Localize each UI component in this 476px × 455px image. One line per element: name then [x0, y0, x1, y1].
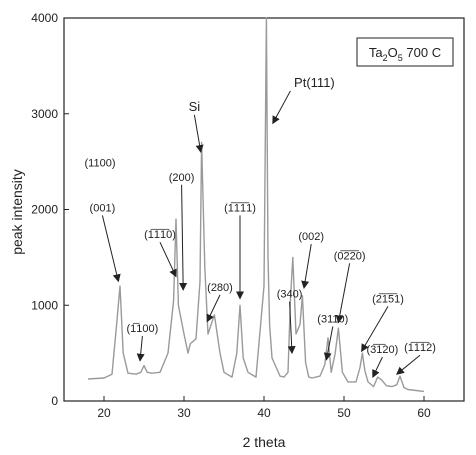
- peak-arrow: [361, 306, 389, 353]
- peak-annotation: (0̅2̅2̅0): [334, 250, 366, 324]
- peak-label: (3110): [317, 313, 348, 325]
- y-axis-label: peak intensity: [9, 169, 25, 255]
- x-tick-label: 60: [417, 406, 431, 420]
- peak-arrow: [335, 263, 351, 324]
- peak-annotation: (1100): [85, 157, 116, 169]
- peak-annotation: (1̅1̅1̅1): [224, 202, 256, 300]
- x-tick-label: 30: [177, 406, 191, 420]
- peak-label: Pt(111): [294, 75, 335, 90]
- peak-label: (001): [90, 202, 116, 214]
- y-axis-ticks: 0 1000 2000 3000 4000: [31, 11, 69, 408]
- x-tick-label: 50: [337, 406, 351, 420]
- legend-box: Ta2O5 700 C: [356, 37, 454, 67]
- peak-annotation: Pt(111): [272, 75, 335, 125]
- peak-arrow: [193, 114, 204, 154]
- peak-annotation: (280): [206, 282, 233, 323]
- peak-label: (0̅2̅2̅0): [334, 250, 366, 262]
- peak-arrow: [272, 90, 291, 125]
- peak-annotation: (340): [277, 289, 303, 355]
- peak-label: (1̅1̅1̅0): [144, 229, 176, 241]
- peak-label: (002): [298, 231, 324, 243]
- peak-arrow: [287, 301, 296, 355]
- peak-annotation: (3̅1̅20): [367, 344, 399, 378]
- y-tick-label: 0: [51, 394, 58, 408]
- y-tick-label: 1000: [31, 298, 58, 312]
- peak-annotation: (1̅100): [127, 323, 159, 362]
- peak-label: (280): [207, 282, 233, 294]
- peak-annotation: Si: [189, 99, 204, 154]
- legend-label: Ta2O5 700 C: [369, 45, 441, 63]
- x-tick-label: 20: [97, 406, 111, 420]
- peak-label: (200): [169, 172, 195, 184]
- y-tick-label: 2000: [31, 203, 58, 217]
- peak-label: (1̅1̅1̅2): [404, 342, 436, 354]
- peak-arrow: [396, 354, 421, 375]
- peak-arrow: [159, 242, 177, 278]
- series-layer: [87, 17, 425, 393]
- peak-label: (3̅1̅20): [367, 344, 399, 356]
- peak-label: (1̅1̅1̅1): [224, 202, 256, 214]
- peak-arrow: [136, 336, 145, 362]
- y-tick-label: 4000: [31, 11, 58, 25]
- peak-label: Si: [189, 99, 201, 114]
- peak-arrow: [179, 184, 188, 291]
- peak-arrow: [101, 215, 121, 283]
- x-axis-ticks: 20 30 40 50 60: [97, 396, 431, 420]
- peak-arrow: [206, 294, 221, 323]
- peak-label: (1100): [85, 157, 116, 169]
- x-axis-label: 2 theta: [243, 434, 286, 450]
- peak-annotation: (001): [90, 202, 121, 283]
- peak-annotation: (002): [298, 231, 324, 290]
- peak-annotation: (2̅1̅5̅1): [361, 293, 404, 353]
- y-tick-label: 3000: [31, 107, 58, 121]
- peak-annotation: (1̅1̅1̅0): [144, 229, 177, 278]
- peak-label: (1̅100): [127, 323, 159, 335]
- peak-arrow: [323, 326, 334, 361]
- peak-annotation: (3110): [317, 313, 348, 361]
- peak-arrow: [301, 244, 312, 290]
- annotation-layer: (1100) (001) (1̅100) (1̅1̅1̅0) (200) Si (280) (…: [85, 75, 436, 378]
- peak-annotation: (200): [169, 172, 195, 291]
- xrd-pattern-line: [87, 17, 425, 393]
- peak-label: (2̅1̅5̅1): [372, 293, 404, 305]
- peak-arrow: [372, 356, 383, 378]
- peak-label: (340): [277, 289, 303, 301]
- x-tick-label: 40: [257, 406, 271, 420]
- peak-annotation: (1̅1̅1̅2): [396, 342, 436, 375]
